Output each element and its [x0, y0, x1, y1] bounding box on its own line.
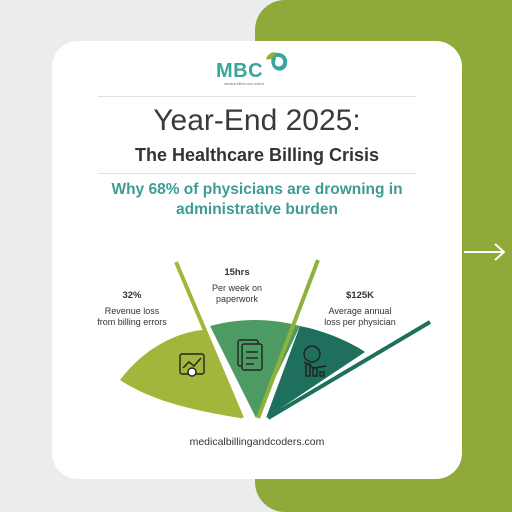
page-title: Year-End 2025: [153, 104, 361, 137]
fan-segment-3 [266, 326, 365, 418]
stat-value: 32% [122, 290, 142, 301]
divider-middle [98, 173, 416, 174]
stat-value: 15hrs [224, 267, 250, 278]
stat-label: Revenue loss from billing errors [97, 306, 167, 327]
logo-subtext: medical billers and coders [223, 82, 265, 86]
stat-value: $125K [346, 290, 374, 301]
stat-paperwork-hours: 15hrs Per week on paperwork [204, 267, 270, 305]
stat-annual-loss: $125K Average annual loss per physician [322, 290, 398, 328]
fan-pointer-3 [266, 320, 432, 420]
stat-label: Per week on paperwork [211, 283, 263, 304]
divider-top [98, 96, 416, 97]
logo-icon [266, 52, 288, 71]
documents-icon [237, 339, 263, 371]
arrow-right-icon[interactable] [462, 240, 508, 264]
stat-label: Average annual loss per physician [324, 306, 396, 327]
dollar-chart-icon [179, 353, 205, 377]
tagline: Why 68% of physicians are drowning in ad… [111, 181, 403, 218]
fan-pointer-2 [256, 259, 320, 419]
stat-revenue-loss: 32% Revenue loss from billing errors [96, 290, 168, 328]
money-bag-decline-icon [303, 345, 327, 377]
footer-url[interactable]: medicalbillingandcoders.com [189, 436, 325, 448]
fan-pointer-1 [174, 261, 244, 419]
page-subtitle: The Healthcare Billing Crisis [134, 145, 380, 165]
logo-text: MBC [216, 60, 264, 82]
